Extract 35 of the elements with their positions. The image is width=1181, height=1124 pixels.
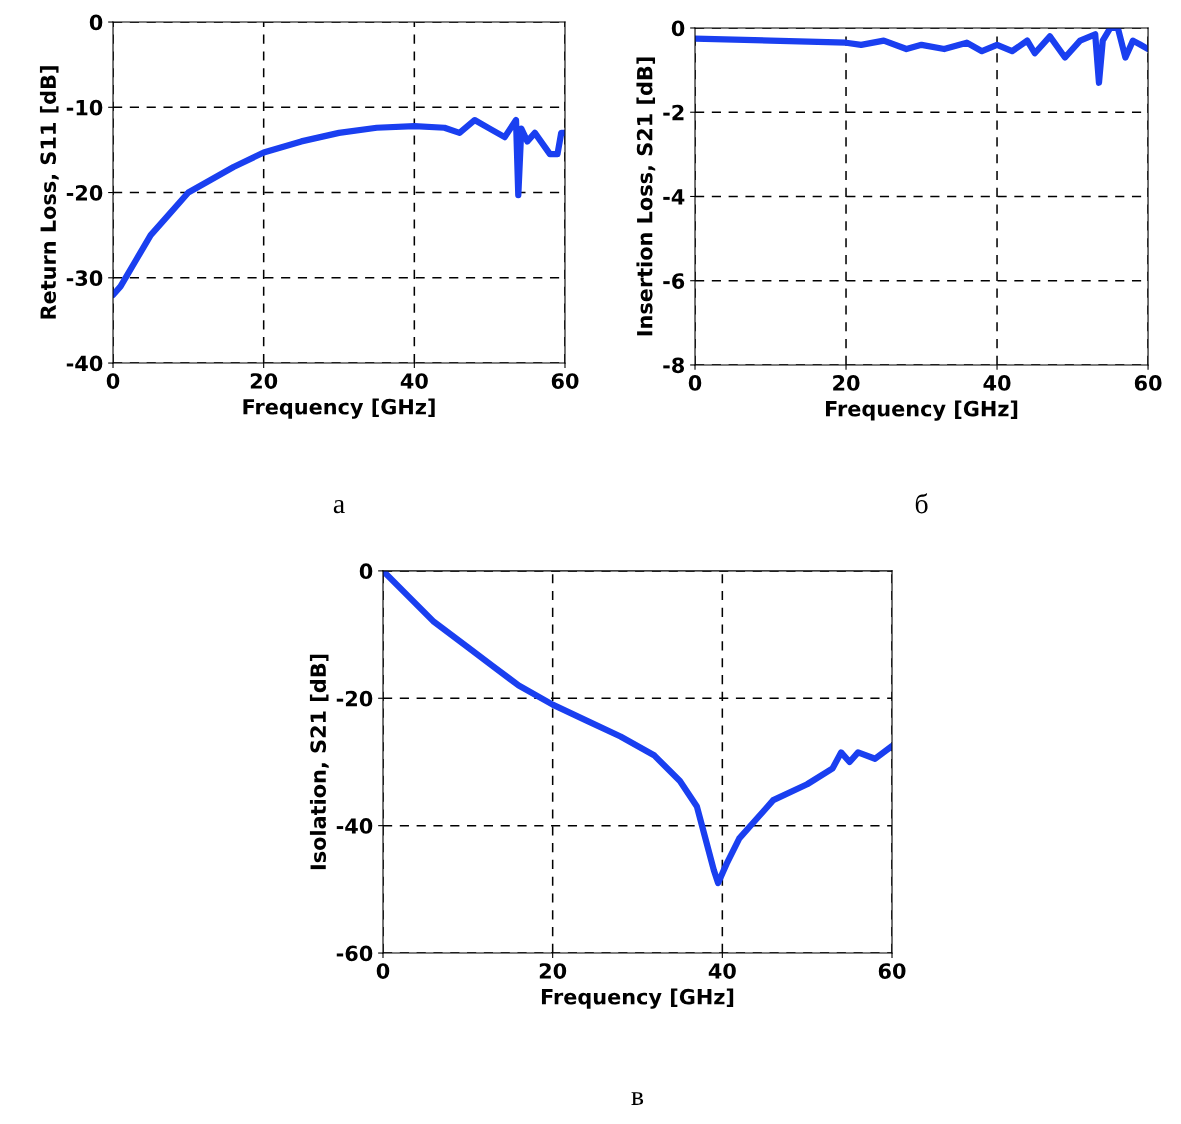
text: в xyxy=(631,1092,644,1105)
x-tick-label: 20 xyxy=(250,373,278,389)
x-axis-title: Frequency [GHz] xyxy=(243,398,435,419)
x-tick-label: 20 xyxy=(539,963,567,979)
x-tick-label: 40 xyxy=(708,963,736,979)
y-tick-label: -40 xyxy=(336,818,373,834)
y-tick-label: -6 xyxy=(663,273,685,289)
y-axis-title: Isolation, S21 [dB] xyxy=(309,654,329,870)
x-tick-label: 60 xyxy=(551,373,579,389)
x-tick-label: 60 xyxy=(1134,375,1162,391)
y-tick-label: -40 xyxy=(66,355,103,372)
y-tick-label: -20 xyxy=(66,184,103,201)
y-tick-label: -4 xyxy=(663,189,685,205)
text: б xyxy=(915,493,928,514)
y-tick-label: -10 xyxy=(66,99,103,116)
y-tick-label: -2 xyxy=(663,104,684,121)
x-tick-label: 20 xyxy=(833,375,860,391)
x-tick-label: 40 xyxy=(400,373,428,389)
x-tick-label: 60 xyxy=(878,963,906,979)
y-axis-title: Insertion Loss, S21 [dB] xyxy=(636,57,656,336)
y-tick-label: 0 xyxy=(89,14,103,31)
y-tick-label: 0 xyxy=(671,20,685,37)
y-tick-label: -30 xyxy=(66,270,103,287)
y-tick-label: 0 xyxy=(359,563,373,580)
x-tick-label: 0 xyxy=(376,963,390,979)
x-tick-label: 0 xyxy=(106,373,120,389)
x-axis-title: Frequency [GHz] xyxy=(541,988,734,1009)
x-tick-label: 40 xyxy=(983,375,1011,391)
y-tick-label: -60 xyxy=(336,945,373,962)
y-axis-title: Return Loss, S11 [dB] xyxy=(39,66,59,319)
y-tick-label: -8 xyxy=(663,357,684,374)
y-tick-label: -20 xyxy=(336,690,373,707)
x-axis-title: Frequency [GHz] xyxy=(826,400,1018,421)
text: а xyxy=(333,499,345,514)
x-tick-label: 0 xyxy=(688,375,702,391)
